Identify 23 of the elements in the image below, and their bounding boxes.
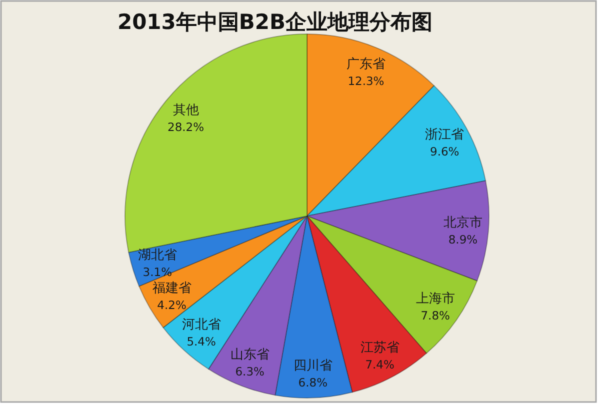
slice-label: 江苏省 [360, 340, 400, 356]
data-label: 6.3% [235, 364, 265, 379]
data-label: 4.2% [157, 298, 186, 312]
data-label: 7.4% [365, 358, 394, 372]
slice-label: 四川省 [293, 358, 332, 374]
data-label: 7.8% [420, 308, 450, 323]
slice-label: 山东省 [230, 348, 270, 363]
data-label: 3.1% [142, 265, 172, 280]
slice-label: 福建省 [152, 280, 192, 296]
slice-label: 浙江省 [425, 127, 464, 142]
slice-label: 广东省 [346, 57, 386, 72]
chart-title: 2013年中国B2B企业地理分布图 [117, 10, 433, 34]
data-label: 5.4% [186, 334, 216, 348]
slice-label: 北京市 [443, 215, 482, 230]
slice-label: 湖北省 [138, 248, 177, 264]
slice-label: 其他 [172, 102, 199, 118]
slice-label: 上海市 [416, 292, 455, 307]
data-label: 12.3% [348, 74, 384, 88]
data-label: 28.2% [168, 120, 204, 134]
slice-label: 河北省 [182, 317, 221, 332]
data-label: 6.8% [298, 375, 328, 390]
data-label: 9.6% [430, 144, 460, 158]
data-label: 8.9% [448, 232, 478, 246]
